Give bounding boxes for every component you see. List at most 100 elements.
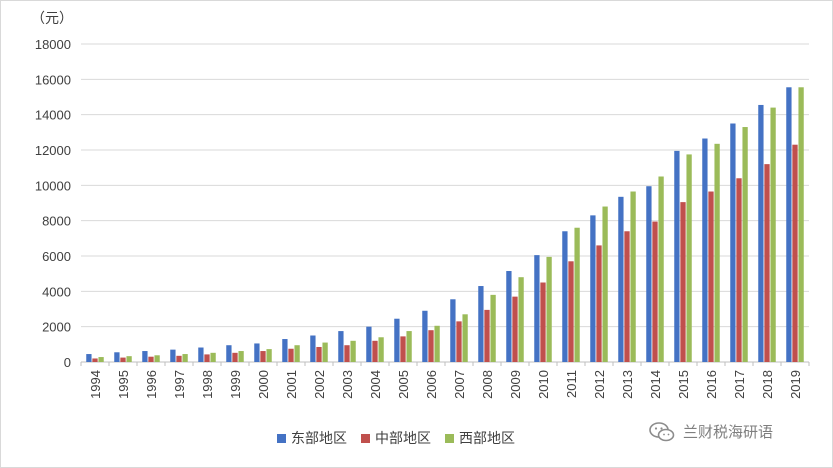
x-tick-label: 2005	[396, 370, 411, 399]
bar	[702, 138, 708, 362]
bar	[770, 107, 776, 362]
bar	[198, 347, 204, 362]
x-tick-label: 2016	[704, 370, 719, 399]
bar	[714, 143, 720, 362]
legend-label-west: 西部地区	[459, 431, 515, 447]
bar	[568, 261, 574, 362]
y-tick-label: 4000	[42, 284, 71, 299]
x-tick-label: 2001	[284, 370, 299, 399]
x-tick-label: 2009	[508, 370, 523, 399]
x-tick-label: 2002	[312, 370, 327, 399]
bar	[652, 221, 658, 362]
bar	[484, 309, 490, 362]
bar	[338, 331, 344, 362]
bar	[742, 127, 748, 363]
y-tick-label: 18000	[35, 37, 71, 52]
bar	[154, 355, 160, 362]
bar	[462, 314, 468, 362]
bar	[406, 331, 412, 362]
x-tick-label: 1995	[116, 370, 131, 399]
x-tick-label: 1999	[228, 370, 243, 399]
y-tick-label: 6000	[42, 249, 71, 264]
legend-item-east: 东部地区	[277, 428, 347, 448]
x-tick-label: 1994	[88, 370, 103, 399]
bar	[798, 87, 804, 363]
bar	[210, 352, 216, 362]
bar	[630, 191, 636, 362]
bar	[618, 196, 624, 362]
bar	[238, 351, 244, 362]
bar	[120, 357, 126, 362]
y-tick-label: 16000	[35, 72, 71, 87]
bar	[428, 330, 434, 362]
y-tick-label: 12000	[35, 143, 71, 158]
bar	[372, 340, 378, 362]
x-tick-label: 2012	[592, 370, 607, 399]
x-tick-label: 2007	[452, 370, 467, 399]
y-axis-unit-label: （元）	[31, 11, 73, 27]
y-tick-label: 10000	[35, 178, 71, 193]
bar	[534, 255, 540, 362]
bar	[434, 325, 440, 362]
bar	[730, 123, 736, 362]
y-tick-label: 8000	[42, 214, 71, 229]
bar	[86, 354, 92, 362]
bar	[322, 342, 328, 362]
legend-swatch-west	[445, 433, 454, 443]
x-tick-label: 2004	[368, 370, 383, 399]
bar	[546, 256, 552, 362]
bar	[646, 186, 652, 362]
bar	[310, 335, 316, 362]
bar	[400, 336, 406, 362]
bar	[170, 349, 176, 362]
bar	[686, 154, 692, 362]
bar	[680, 202, 686, 362]
bar	[422, 310, 428, 362]
x-tick-label: 2000	[256, 370, 271, 399]
legend-item-west: 西部地区	[445, 428, 515, 448]
bar	[506, 271, 512, 362]
watermark-text: 兰财税海研语	[683, 423, 774, 441]
legend-item-central: 中部地区	[361, 428, 431, 448]
bar	[624, 231, 630, 362]
bar	[366, 326, 372, 362]
bar	[736, 178, 742, 362]
bar	[204, 354, 210, 362]
bar	[658, 176, 664, 362]
bar	[266, 349, 272, 362]
bar	[254, 343, 260, 362]
bar	[450, 299, 456, 362]
bar	[602, 206, 608, 362]
y-tick-label: 0	[64, 355, 71, 370]
x-tick-label: 1996	[144, 370, 159, 399]
bar	[792, 144, 798, 362]
bar	[786, 87, 792, 363]
wechat-icon	[649, 421, 675, 441]
legend-swatch-central	[361, 433, 370, 443]
x-tick-label: 1997	[172, 370, 187, 399]
x-tick-label: 2015	[676, 370, 691, 399]
bar	[490, 294, 496, 362]
x-tick-label: 2019	[788, 370, 803, 399]
bar	[176, 355, 182, 362]
bar	[764, 164, 770, 362]
bar	[350, 340, 356, 362]
bar	[316, 346, 322, 362]
bar	[148, 356, 154, 362]
y-tick-label: 14000	[35, 108, 71, 123]
x-tick-label: 2013	[620, 370, 635, 399]
bar	[114, 352, 120, 362]
bar	[540, 282, 546, 362]
bar	[260, 351, 266, 362]
x-tick-label: 2014	[648, 370, 663, 399]
x-tick-label: 1998	[200, 370, 215, 399]
bar	[232, 352, 238, 362]
bar	[282, 339, 288, 362]
bar	[142, 351, 148, 362]
x-tick-label: 2003	[340, 370, 355, 399]
bar	[518, 277, 524, 362]
bar	[92, 358, 98, 362]
legend-label-east: 东部地区	[291, 431, 347, 447]
